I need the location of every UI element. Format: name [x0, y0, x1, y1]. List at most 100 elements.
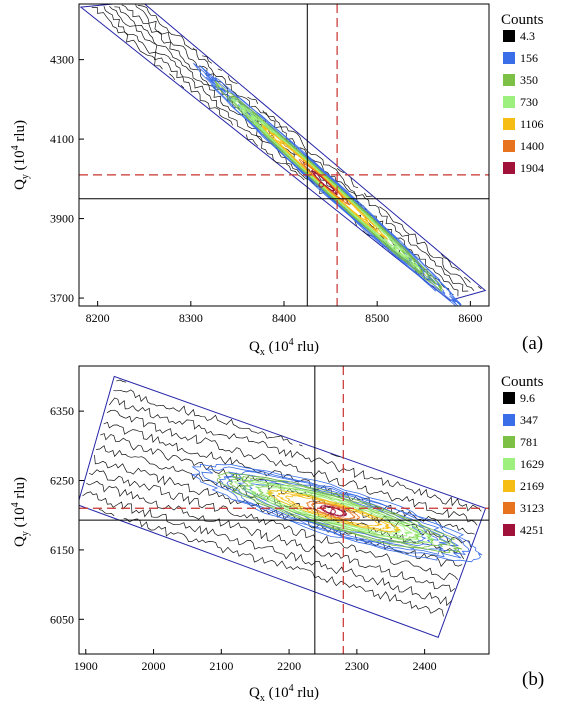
- intensity-contour: [269, 131, 379, 232]
- legend-swatch: [503, 502, 515, 514]
- legend-swatch: [503, 414, 515, 426]
- intensity-contour: [214, 80, 443, 292]
- intensity-contour: [227, 475, 451, 549]
- noise-contour: [116, 380, 151, 392]
- noise-contour: [103, 421, 475, 535]
- legend-label: 156: [520, 51, 538, 65]
- noise-contour: [94, 454, 463, 568]
- intensity-contour: [267, 489, 401, 533]
- x-tick-label: 8500: [365, 311, 389, 325]
- legend-swatch: [503, 392, 515, 404]
- panel-b-y-axis-label: Qy (104 rlu): [10, 477, 31, 547]
- legend-swatch: [503, 524, 515, 536]
- legend-swatch: [503, 480, 515, 492]
- peak-marker: [330, 509, 336, 515]
- noise-contour: [82, 491, 452, 607]
- noise-contour: [108, 397, 482, 512]
- y-tick-label: 3700: [50, 291, 74, 305]
- legend-label: 2169: [520, 479, 544, 493]
- intensity-contour: [249, 113, 400, 251]
- intensity-contour: [190, 463, 483, 563]
- legend-label: 1400: [520, 139, 544, 153]
- legend-label: 350: [520, 73, 538, 87]
- intensity-contour: [255, 485, 413, 537]
- legend-label: 1106: [520, 117, 544, 131]
- intensity-contour: [311, 502, 356, 520]
- panel-b-plot-frame: [78, 365, 490, 655]
- panel-a-tag: (a): [522, 333, 543, 354]
- intensity-contour: [233, 478, 435, 544]
- noise-contour: [104, 6, 273, 160]
- x-tick-label: 2400: [413, 659, 437, 673]
- x-tick-label: 8300: [179, 311, 203, 325]
- panel-a-scan-region-outline: [79, 4, 487, 301]
- intensity-contour: [230, 97, 421, 270]
- legend-swatch: [503, 118, 515, 130]
- intensity-contour: [284, 495, 383, 527]
- intensity-contour: [303, 162, 345, 202]
- intensity-contour: [305, 501, 360, 521]
- legend-label: 4251: [520, 523, 544, 537]
- y-tick-label: 4100: [50, 132, 74, 146]
- intensity-contour: [261, 124, 388, 240]
- panel-b-tag: (b): [522, 669, 544, 690]
- noise-contour: [106, 409, 478, 526]
- panel-a-chart: 8200 8300 8400 8500 8600 3700 3900 4100 4300 Qx …: [10, 3, 544, 358]
- peak-marker: [318, 182, 324, 188]
- legend-label: 9.6: [520, 391, 535, 405]
- y-tick-label: 3900: [50, 212, 74, 226]
- noise-contour: [109, 6, 343, 216]
- noise-contour: [192, 47, 469, 292]
- legend-label: 3123: [520, 501, 544, 515]
- x-tick-label: 2100: [209, 659, 233, 673]
- intensity-contour: [201, 466, 471, 559]
- intensity-contour: [204, 73, 461, 306]
- noise-contour: [113, 390, 364, 468]
- legend-label: 781: [520, 435, 538, 449]
- legend-swatch: [503, 74, 515, 86]
- legend-label: 1904: [520, 161, 544, 175]
- legend-swatch: [503, 96, 515, 108]
- legend-label: 347: [520, 413, 538, 427]
- x-tick-label: 2000: [142, 659, 166, 673]
- noise-contour: [86, 480, 456, 593]
- legend-label: 1629: [520, 457, 544, 471]
- legend-swatch: [503, 458, 515, 470]
- intensity-contour: [225, 473, 451, 550]
- intensity-contour: [277, 139, 370, 224]
- y-tick-label: 6350: [50, 404, 74, 418]
- y-tick-label: 6150: [50, 543, 74, 557]
- noise-contour: [336, 168, 475, 292]
- intensity-contour: [218, 470, 459, 555]
- panel-a-legend-title: Counts: [501, 12, 544, 28]
- intensity-contour: [245, 481, 423, 541]
- panel-a-x-axis-label: Qx (104 rlu): [249, 337, 319, 358]
- noise-contour: [98, 509, 444, 617]
- panel-b-contour-field: [79, 375, 487, 638]
- legend-label: 730: [520, 95, 538, 109]
- legend-swatch: [503, 162, 515, 174]
- x-tick-label: 8200: [86, 311, 110, 325]
- panel-a-contour-field: [79, 4, 487, 306]
- x-tick-label: 2300: [345, 659, 369, 673]
- legend-label: 4.3: [520, 29, 535, 43]
- panel-b-chart: 1900 2000 2100 2200 2300 2400 6050 6150 6250 6350…: [10, 365, 544, 704]
- panel-b-scan-region-outline: [79, 375, 487, 638]
- legend-swatch: [503, 140, 515, 152]
- intensity-contour: [216, 472, 463, 553]
- panel-b-legend: Counts 9.6 347 781 1629 2169 3123 4251: [501, 374, 544, 537]
- x-tick-label: 2200: [277, 659, 301, 673]
- intensity-contour: [313, 171, 336, 192]
- panel-a-legend: Counts 4.3 156 350 730 1106 1400 1904: [501, 12, 544, 175]
- noise-contour: [88, 469, 458, 581]
- panel-a-y-axis-label: Qy (104 rlu): [10, 120, 31, 190]
- y-tick-label: 4300: [50, 53, 74, 67]
- intensity-contour: [214, 83, 446, 295]
- intensity-contour: [238, 479, 435, 545]
- x-tick-label: 8600: [458, 311, 482, 325]
- x-tick-label: 8400: [272, 311, 296, 325]
- y-tick-label: 6250: [50, 474, 74, 488]
- intensity-contour: [319, 505, 348, 517]
- panel-b-legend-title: Counts: [501, 374, 544, 390]
